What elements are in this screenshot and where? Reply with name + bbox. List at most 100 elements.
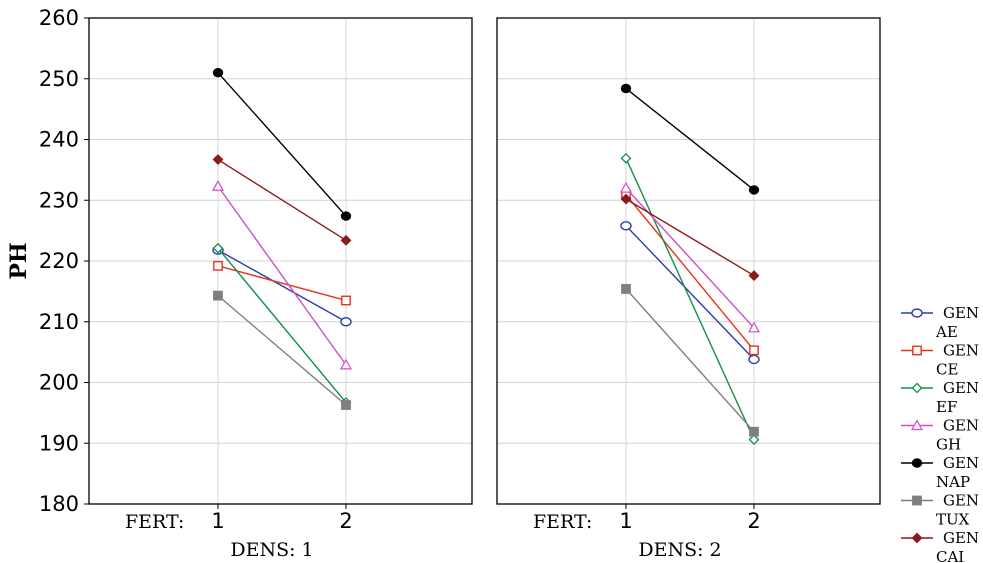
panel-1: FERT: 1 2 DENS: 1 <box>84 17 473 561</box>
panel-2: FERT: 1 2 DENS: 2 <box>496 17 881 561</box>
data-point <box>212 67 224 78</box>
data-point <box>213 290 223 301</box>
series-line <box>217 72 347 217</box>
data-point <box>341 400 351 410</box>
series-ae <box>620 221 760 365</box>
series-line <box>217 247 347 403</box>
data-point <box>749 345 759 356</box>
series-tux <box>621 284 759 437</box>
series-line <box>217 249 347 323</box>
legend-label: NAP <box>936 473 970 491</box>
data-point <box>212 242 224 254</box>
series-cai <box>212 154 352 246</box>
y-tick-label: 240 <box>39 128 79 152</box>
data-point <box>340 317 352 327</box>
data-point <box>341 295 351 306</box>
series-ef <box>620 152 760 446</box>
y-tick-label: 230 <box>39 188 79 212</box>
legend-label: GH <box>936 436 961 454</box>
y-tick-label: 190 <box>39 431 79 455</box>
series-line <box>625 158 755 440</box>
x-factor-label: FERT: <box>125 511 184 533</box>
legend-label: GEN <box>943 454 979 472</box>
x-factor-label: FERT: <box>533 511 592 533</box>
plot-frame <box>496 17 881 505</box>
data-point <box>211 180 225 191</box>
x-tick-label: 2 <box>339 509 352 533</box>
series-gh <box>211 180 353 370</box>
y-tick-label: 210 <box>39 310 79 334</box>
y-tick-label: 220 <box>39 249 79 273</box>
data-point <box>212 154 224 165</box>
series-ae <box>212 245 352 327</box>
data-point <box>620 221 632 231</box>
legend-label: AE <box>935 323 958 341</box>
data-point <box>911 458 923 468</box>
x-tick-label: 2 <box>747 509 760 533</box>
data-point <box>912 495 922 506</box>
data-point <box>749 426 759 437</box>
y-tick-label: 200 <box>39 371 79 395</box>
data-point <box>620 152 632 164</box>
data-point <box>748 185 760 195</box>
data-point <box>340 211 352 221</box>
data-point <box>619 181 633 193</box>
x-tick-label: 1 <box>211 509 224 533</box>
data-point <box>213 260 223 271</box>
panel-title: DENS: 2 <box>638 539 721 561</box>
data-point <box>748 434 760 446</box>
legend-label: GEN <box>943 342 979 360</box>
series-line <box>217 185 347 366</box>
series-line <box>217 265 347 302</box>
y-axis-label: PH <box>6 242 32 279</box>
legend-label: CE <box>936 361 958 379</box>
series-gh <box>619 181 761 333</box>
series-line <box>625 187 755 329</box>
data-point <box>620 83 632 94</box>
data-point <box>748 270 760 281</box>
series-nap <box>212 67 352 221</box>
data-point <box>620 193 632 205</box>
y-tick-label: 250 <box>39 67 79 91</box>
legend-label: GEN <box>943 304 979 322</box>
series-line <box>217 158 347 241</box>
legend-label: GEN <box>943 379 979 397</box>
x-tick-label: 1 <box>619 509 632 533</box>
data-point <box>621 284 631 294</box>
legend-label: GEN <box>943 417 979 435</box>
legend-label: CAI <box>936 548 964 563</box>
data-point <box>912 345 922 356</box>
series-cai <box>620 193 760 281</box>
data-point <box>911 308 923 318</box>
data-point <box>748 354 760 365</box>
data-point <box>340 234 352 246</box>
series-line <box>625 194 755 351</box>
series-line <box>625 225 755 360</box>
series-tux <box>213 290 351 410</box>
y-tick-label: 180 <box>39 492 79 516</box>
series-line <box>625 87 755 191</box>
series-line <box>625 288 755 433</box>
series-ce <box>621 189 759 356</box>
series-line <box>217 295 347 406</box>
panel-title: DENS: 1 <box>230 539 313 561</box>
data-point <box>911 382 923 394</box>
data-point <box>910 419 924 431</box>
legend-label: TUX <box>936 511 970 529</box>
data-point <box>339 358 353 370</box>
data-point <box>747 321 761 333</box>
legend-label: GEN <box>943 529 979 547</box>
y-tick-label: 260 <box>39 6 79 30</box>
data-point <box>911 532 923 544</box>
series-line <box>625 198 755 277</box>
series-nap <box>620 83 760 195</box>
